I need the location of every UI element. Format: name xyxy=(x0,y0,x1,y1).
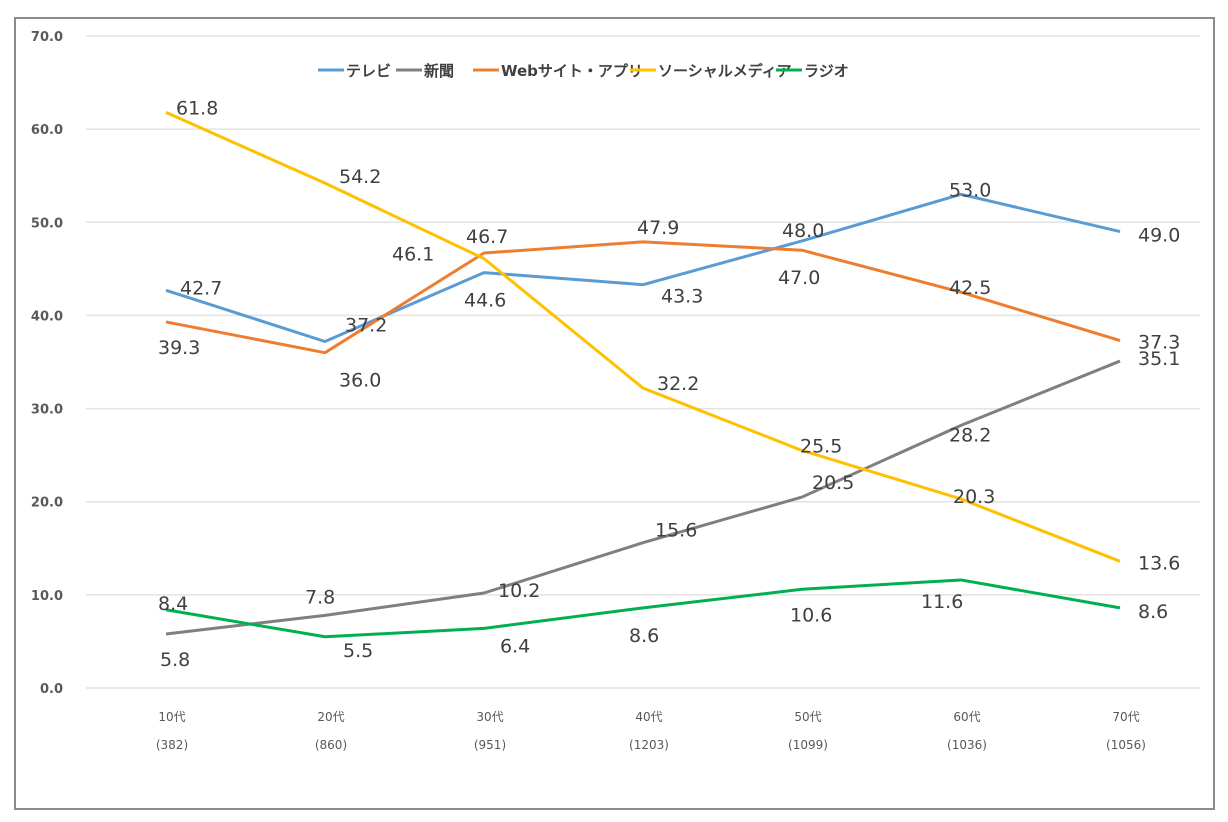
legend-label: ラジオ xyxy=(804,62,849,80)
series-lines xyxy=(165,111,1121,639)
y-tick-label: 20.0 xyxy=(31,496,63,511)
series-line xyxy=(165,359,1121,636)
legend-label: テレビ xyxy=(346,62,391,80)
legend-label: Webサイト・アプリ xyxy=(501,62,643,80)
data-label: 10.6 xyxy=(790,604,832,626)
x-tick-count: (951) xyxy=(474,738,506,752)
x-tick-label: 40代 xyxy=(635,710,662,724)
x-tick-count: (860) xyxy=(315,738,347,752)
data-label: 43.3 xyxy=(661,286,703,308)
x-tick-count: (1056) xyxy=(1106,738,1146,752)
x-tick-label: 50代 xyxy=(794,710,821,724)
data-label: 42.7 xyxy=(180,277,222,299)
data-label: 54.2 xyxy=(339,166,381,188)
x-tick-label: 20代 xyxy=(317,710,344,724)
x-tick-label: 10代 xyxy=(158,710,185,724)
data-label: 7.8 xyxy=(305,586,335,608)
data-labels: 42.7 37.2 44.6 43.3 48.0 53.0 49.0 5.8 7.8 10.2 15… xyxy=(158,97,1180,671)
data-label: 8.4 xyxy=(158,593,188,615)
data-label: 20.5 xyxy=(812,472,854,494)
data-label: 36.0 xyxy=(339,370,381,392)
data-label: 39.3 xyxy=(158,337,200,359)
data-label: 15.6 xyxy=(655,520,697,542)
legend: テレビ 新聞 Webサイト・アプリ ソーシャルメディア ラジオ xyxy=(318,62,849,80)
data-label: 5.8 xyxy=(160,649,190,671)
data-label: 53.0 xyxy=(949,179,991,201)
x-tick-count: (382) xyxy=(156,738,188,752)
data-label: 46.1 xyxy=(392,244,434,266)
legend-label: ソーシャルメディア xyxy=(658,62,792,80)
data-label: 10.2 xyxy=(498,580,540,602)
data-label: 44.6 xyxy=(464,290,506,312)
data-label: 48.0 xyxy=(782,220,824,242)
data-label: 25.5 xyxy=(800,435,842,457)
series-line xyxy=(165,578,1121,639)
data-label: 49.0 xyxy=(1138,225,1180,247)
data-label: 47.9 xyxy=(637,217,679,239)
y-tick-label: 60.0 xyxy=(31,123,63,138)
y-tick-label: 50.0 xyxy=(31,216,63,231)
series-line xyxy=(165,192,1121,344)
data-label: 13.6 xyxy=(1138,552,1180,574)
data-label: 6.4 xyxy=(500,635,530,657)
y-tick-label: 0.0 xyxy=(40,682,63,697)
series-line xyxy=(165,111,1121,563)
x-tick-label: 70代 xyxy=(1112,710,1139,724)
x-tick-label: 60代 xyxy=(953,710,980,724)
data-label: 8.6 xyxy=(1138,601,1168,623)
series-line xyxy=(165,240,1121,355)
data-label: 61.8 xyxy=(176,97,218,119)
y-tick-label: 40.0 xyxy=(31,309,63,324)
y-axis: 0.0 10.0 20.0 30.0 40.0 50.0 60.0 70.0 xyxy=(31,30,63,697)
data-label: 47.0 xyxy=(778,267,820,289)
y-tick-label: 10.0 xyxy=(31,589,63,604)
data-label: 8.6 xyxy=(629,625,659,647)
data-label: 20.3 xyxy=(953,486,995,508)
data-label: 42.5 xyxy=(949,277,991,299)
x-tick-count: (1203) xyxy=(629,738,669,752)
data-label: 28.2 xyxy=(949,424,991,446)
data-label: 32.2 xyxy=(657,373,699,395)
data-label: 11.6 xyxy=(921,591,963,613)
x-axis: 10代 (382) 20代 (860) 30代 (951) 40代 (1203) 50代 (109… xyxy=(156,710,1146,752)
chart-frame xyxy=(14,17,1215,810)
data-label: 46.7 xyxy=(466,226,508,248)
x-tick-count: (1099) xyxy=(788,738,828,752)
y-tick-label: 70.0 xyxy=(31,30,63,45)
legend-label: 新聞 xyxy=(424,62,454,80)
x-tick-count: (1036) xyxy=(947,738,987,752)
data-label: 35.1 xyxy=(1138,348,1180,370)
y-tick-label: 30.0 xyxy=(31,403,63,418)
data-label: 5.5 xyxy=(343,640,373,662)
x-tick-label: 30代 xyxy=(476,710,503,724)
data-label: 37.3 xyxy=(1138,332,1180,354)
data-label: 37.2 xyxy=(345,315,387,337)
gridlines xyxy=(86,35,1200,689)
